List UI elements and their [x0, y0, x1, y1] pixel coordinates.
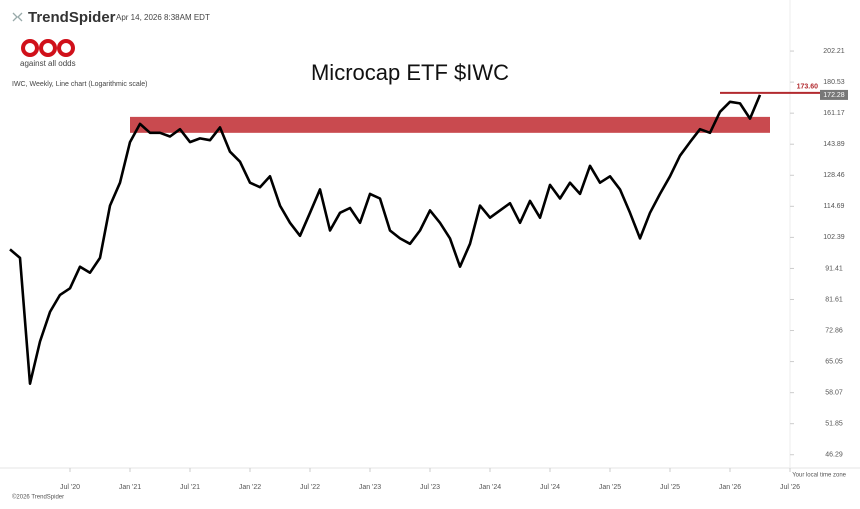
y-tick-label: 161.17 [823, 110, 845, 117]
x-tick-label: Jul '23 [420, 484, 440, 491]
x-tick-label: Jan '26 [719, 484, 741, 491]
x-tick-label: Jul '22 [300, 484, 320, 491]
y-tick-label: 202.21 [823, 48, 845, 55]
level-label: 173.60 [797, 84, 819, 91]
x-tick-label: Jul '20 [60, 484, 80, 491]
x-tick-label: Jan '21 [119, 484, 141, 491]
y-tick-label: 180.53 [823, 79, 845, 86]
x-tick-label: Jan '24 [479, 484, 501, 491]
chart-info: IWC, Weekly, Line chart (Logarithmic sca… [12, 81, 148, 88]
brand-icon [12, 12, 23, 22]
price-line [9, 94, 762, 385]
y-tick-label: 72.86 [825, 327, 843, 334]
resistance-zone [130, 116, 770, 133]
x-tick-label: Jan '25 [599, 484, 621, 491]
y-tick-label: 51.85 [825, 421, 843, 428]
logo-mark [21, 39, 75, 57]
y-tick-label: 58.07 [825, 389, 843, 396]
x-tick-label: Jul '21 [180, 484, 200, 491]
x-tick-label: Jul '25 [660, 484, 680, 491]
y-tick-label: 46.29 [825, 452, 843, 459]
last-price-label: 172.28 [823, 92, 845, 99]
x-tick-label: Jan '22 [239, 484, 261, 491]
y-tick-label: 91.41 [825, 265, 843, 272]
y-tick-label: 102.39 [823, 234, 845, 241]
x-tick-label: Jan '23 [359, 484, 381, 491]
timezone-note: Your local time zone [792, 473, 846, 479]
logo-caption: against all odds [20, 59, 76, 68]
last-price-tag [820, 89, 848, 100]
y-tick-label: 114.69 [824, 203, 845, 210]
copyright: ©2026 TrendSpider [12, 494, 64, 501]
y-tick-label: 65.05 [825, 358, 843, 365]
timestamp: Apr 14, 2026 8:38AM EDT [116, 13, 210, 22]
y-tick-label: 128.46 [823, 172, 845, 179]
chart-title: Microcap ETF $IWC [311, 60, 509, 85]
brand: TrendSpider [28, 9, 116, 26]
x-tick-label: Jul '26 [780, 484, 800, 491]
y-tick-label: 143.89 [823, 141, 845, 148]
y-tick-label: 81.61 [825, 296, 843, 303]
x-tick-label: Jul '24 [540, 484, 560, 491]
